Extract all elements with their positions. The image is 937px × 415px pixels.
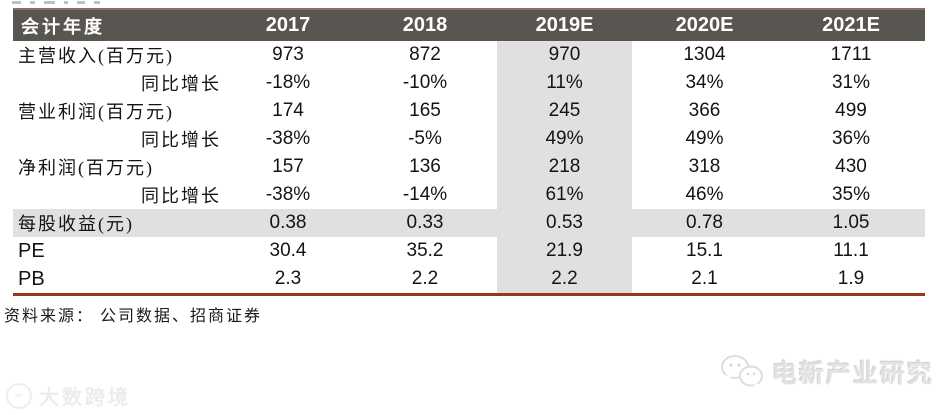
table-cell: 2.2: [411, 268, 439, 289]
table-cell: 49%: [497, 125, 632, 153]
table-cell: -14%: [402, 184, 448, 205]
table-cell: 1711: [830, 44, 872, 65]
header-cell-2017: 2017: [223, 10, 353, 41]
table-cell: 61%: [497, 181, 632, 209]
table-cell: 49%: [685, 128, 724, 149]
table-grid: 会计年度 2017 2018 2019E 2020E 2021E 主营收入(百万…: [13, 10, 925, 293]
row-label: 净利润(百万元): [18, 158, 154, 178]
watermark-bottom-right: 电新产业研究: [720, 354, 934, 390]
table-bottom-rule: [13, 293, 925, 296]
table-cell: 2.1: [691, 268, 718, 289]
table-cell: 499: [835, 100, 867, 121]
table-cell: 0.38: [223, 209, 353, 237]
table-cell: -38%: [265, 184, 311, 205]
table-cell: -38%: [265, 128, 311, 149]
table-cell: 318: [688, 156, 721, 177]
row-label: PE: [18, 239, 45, 262]
table-cell: 35%: [831, 184, 871, 205]
table-cell: 36%: [831, 128, 871, 149]
row-label: 同比增长: [141, 130, 221, 150]
table-cell: 1.9: [837, 268, 865, 289]
row-label: 主营收入(百万元): [18, 46, 174, 66]
table-cell: 973: [272, 44, 304, 65]
row-label: PB: [18, 267, 45, 290]
watermark-right-label: 电新产业研究: [772, 361, 935, 388]
table-cell: 15.1: [686, 240, 723, 261]
table-cell: 245: [497, 97, 632, 125]
table-cell: 35.2: [406, 240, 444, 261]
source-note: 资料来源： 公司数据、招商证券: [4, 308, 263, 325]
table-cell: 46%: [685, 184, 724, 205]
table-cell: 2.2: [497, 265, 632, 293]
table-top-rule: [13, 8, 925, 10]
row-label: 每股收益(元): [13, 209, 223, 237]
table-cell: 1.05: [777, 209, 925, 237]
table-cell: -10%: [402, 72, 448, 93]
table-cell: 11%: [497, 69, 632, 97]
table-cell: 136: [409, 156, 441, 177]
table-cell: 30.4: [269, 240, 307, 261]
header-cell-2021e: 2021E: [777, 10, 925, 41]
table-cell: 1304: [683, 44, 726, 65]
header-cell-2020e: 2020E: [632, 10, 777, 41]
watermark-left-label: 大数跨境: [39, 387, 131, 409]
table-cell: 34%: [685, 72, 724, 93]
watermark-bottom-left: ∞ 大数跨境: [6, 381, 131, 410]
table-cell: 11.1: [833, 240, 869, 261]
table-cell: 2.3: [274, 268, 302, 289]
cropped-text-remnant: [12, 1, 152, 6]
table-cell: -5%: [408, 128, 442, 149]
table-cell: -18%: [265, 72, 311, 93]
table-cell: 31%: [831, 72, 871, 93]
table-cell: 872: [409, 44, 441, 65]
header-cell-2018: 2018: [353, 10, 497, 41]
row-label: 同比增长: [141, 186, 221, 206]
table-cell: 21.9: [497, 237, 632, 265]
dashukuajing-logo-icon: ∞: [6, 382, 32, 409]
header-cell-2019e: 2019E: [497, 10, 632, 41]
table-cell: 218: [497, 153, 632, 181]
wechat-chat-bubbles-icon: [720, 354, 764, 390]
table-cell: 366: [688, 100, 721, 121]
table-cell: 157: [272, 156, 304, 177]
table-cell: 174: [272, 100, 304, 121]
row-label: 营业利润(百万元): [18, 102, 174, 122]
table-cell: 165: [409, 100, 441, 121]
financial-summary-table: 会计年度 2017 2018 2019E 2020E 2021E 主营收入(百万…: [13, 8, 925, 296]
table-cell: 430: [835, 156, 867, 177]
table-cell: 0.53: [497, 209, 632, 237]
row-label: 同比增长: [141, 74, 221, 94]
table-cell: 0.33: [353, 209, 497, 237]
table-cell: 0.78: [632, 209, 777, 237]
table-cell: 970: [497, 41, 632, 69]
header-cell-fiscal-year: 会计年度: [13, 10, 223, 41]
